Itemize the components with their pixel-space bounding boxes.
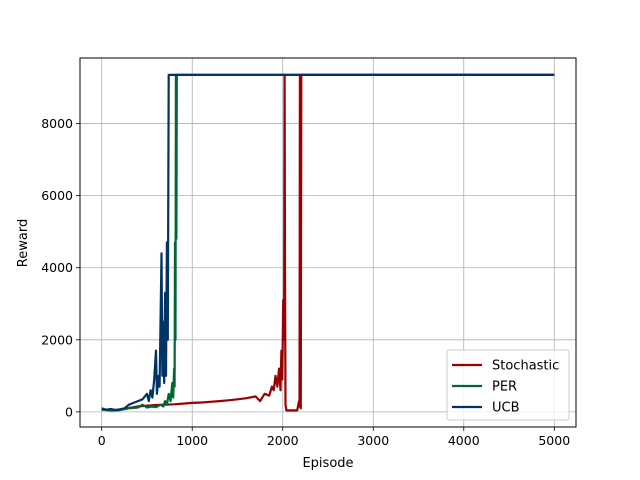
series-line-ucb xyxy=(101,73,555,412)
x-axis-label: Episode xyxy=(302,456,353,471)
y-tick-label: 8000 xyxy=(41,116,73,131)
legend-frame xyxy=(446,349,570,421)
grid xyxy=(80,58,576,427)
y-tick-label: 0 xyxy=(65,404,73,419)
legend-label-ucb: UCB xyxy=(492,401,520,416)
x-tick-label: 4000 xyxy=(448,433,480,448)
x-tick-label: 5000 xyxy=(538,433,570,448)
y-tick-label: 2000 xyxy=(41,332,73,347)
legend-label-per: PER xyxy=(492,380,517,395)
y-tick-label: 6000 xyxy=(41,188,73,203)
legend: Stochastic PER UCB xyxy=(446,349,570,421)
series-lines xyxy=(101,73,555,412)
axis-ticks: 0 1000 2000 3000 4000 5000 0 2000 4000 6000 8000 xyxy=(41,116,570,448)
legend-label-stochastic: Stochastic xyxy=(492,359,559,374)
y-axis-label: Reward xyxy=(16,219,31,267)
x-tick-label: 1000 xyxy=(176,433,208,448)
x-tick-label: 2000 xyxy=(267,433,299,448)
x-tick-label: 0 xyxy=(98,433,106,448)
series-line-stochastic xyxy=(101,73,555,412)
y-tick-label: 4000 xyxy=(41,260,73,275)
x-tick-label: 3000 xyxy=(357,433,389,448)
plot-frame xyxy=(79,57,577,428)
